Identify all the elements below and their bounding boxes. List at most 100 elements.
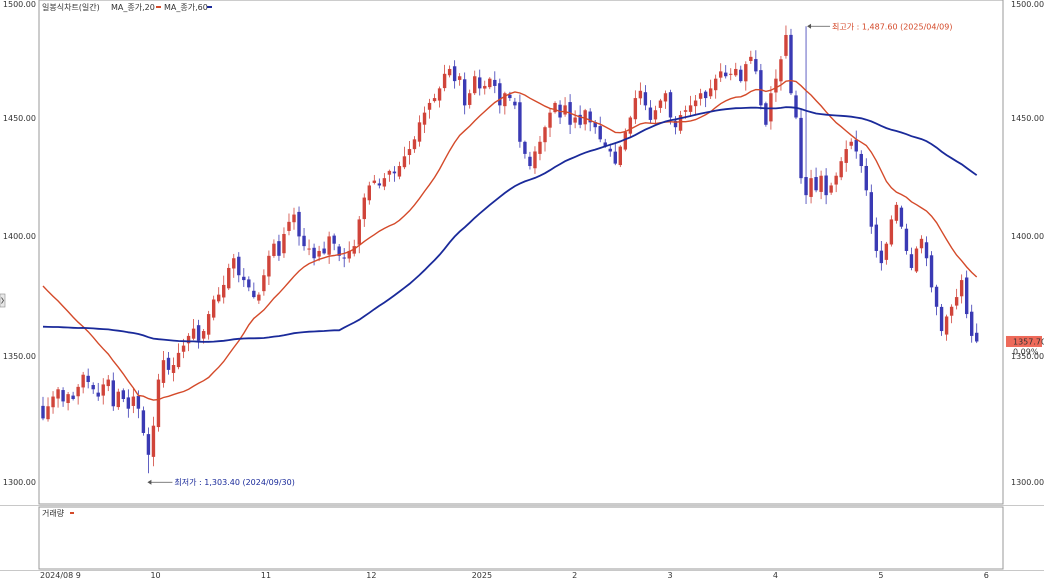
candle [849,138,853,150]
y-tick-left: 1350.00 [3,352,36,361]
candle [131,388,136,414]
candle [703,90,708,108]
candle [789,28,793,96]
candle-body [879,250,884,264]
candle [252,282,256,299]
panel-toggle-handle[interactable] [0,293,6,308]
candle [488,77,492,90]
candle-body [242,276,246,281]
candle-body [668,92,673,118]
candle-body [688,105,693,112]
candle [462,72,467,115]
candle [934,284,939,316]
candle-body [161,360,166,383]
candle-body [442,73,447,89]
candle [101,378,105,405]
candle-body [478,77,482,89]
candle [563,97,567,117]
candle [106,375,110,392]
candle [196,319,201,349]
candle [633,90,638,124]
candle [332,233,336,251]
volume-swatch [70,512,74,514]
candle [327,231,331,264]
candle-body [136,395,141,409]
candle-body [196,325,201,341]
candle-body [76,386,80,397]
candle [297,206,301,246]
candle-body [101,384,105,396]
candle-body [493,79,497,86]
candle-body [563,105,567,115]
candle-body [332,235,336,244]
candle-body [317,250,321,257]
candle-body [899,207,904,227]
candle-body [964,277,969,315]
x-tick: 2 [572,571,577,580]
candle-body [653,110,658,120]
candle-body [417,122,422,142]
candle [799,108,803,184]
candle [372,174,377,185]
x-tick: 6 [984,571,989,580]
candle [272,239,276,258]
candle-body [277,241,281,256]
candle [734,62,738,77]
candle-body [734,68,738,76]
candle-body [222,284,226,298]
y-tick-right: 1500.00 [1011,0,1044,9]
candle [583,108,587,131]
candle-body [844,149,848,163]
candle [804,26,808,205]
candle-body [784,34,788,56]
candle-body [121,390,126,399]
candle-body [382,178,387,187]
candle [56,387,60,408]
candle [156,373,161,432]
candle [618,145,622,168]
candle-body [864,165,868,191]
candle-body [508,94,512,99]
candle [764,101,768,127]
candle [407,141,412,165]
chevron-right-icon [1,297,4,304]
candle-body [402,156,407,168]
candle [613,142,617,166]
candle-body [437,88,442,101]
candle [724,65,728,79]
candle [457,73,462,86]
candle [206,310,211,340]
candle-body [939,306,944,332]
candle [834,172,838,193]
candle-body [372,180,377,183]
candle-body [949,306,954,316]
candle [648,100,653,123]
candle-body [698,93,703,99]
y-tick-right: 1400.00 [1011,232,1044,241]
low-annotation-text: 최저가 : 1,303.40 (2024/09/30) [174,477,294,487]
candle [698,88,703,106]
candle [387,169,392,182]
candle-body [91,385,95,390]
candle-body [51,396,55,408]
candle [869,184,873,234]
candle-body [769,93,773,122]
candle [322,241,326,255]
candle-body [307,248,311,250]
candle-body [247,279,251,288]
candle-body [262,275,266,292]
candle-body [829,185,833,193]
candle [794,90,798,120]
candle-body [739,69,743,82]
candle-body [638,90,643,99]
candle [126,389,131,418]
candle-body [252,290,256,298]
candle-body [66,394,70,404]
candle-body [46,406,50,420]
y-tick-right: 1350.00 [1011,352,1044,361]
chart-title: 일봉식차트(일간) [42,2,100,12]
candle [121,388,126,403]
candle-body [663,93,668,102]
candle [76,384,80,405]
candle-body [282,233,286,254]
